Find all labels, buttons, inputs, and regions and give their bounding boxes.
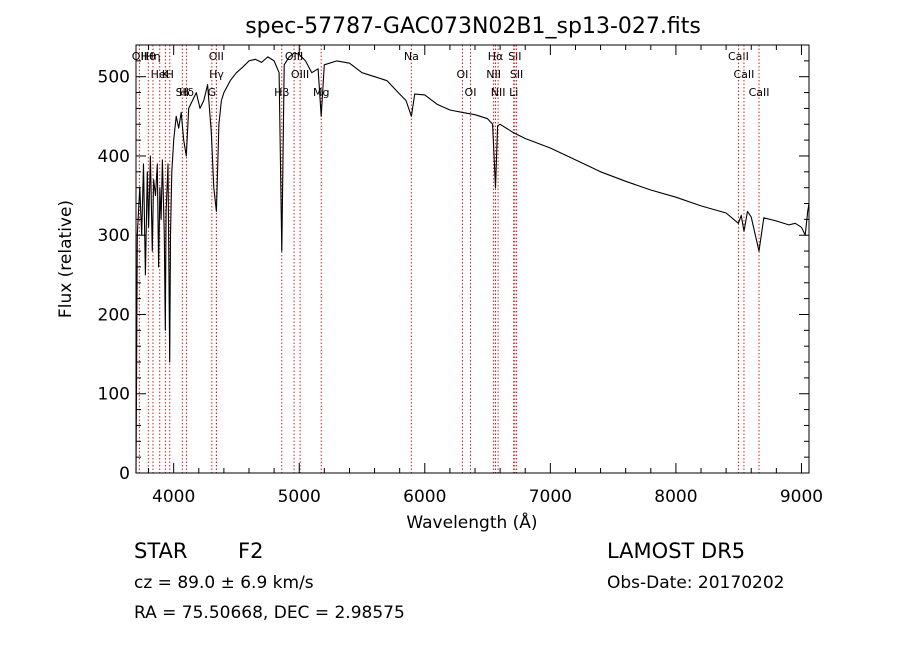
line-marker-label: HeI bbox=[151, 68, 169, 81]
obs-date: Obs-Date: 20170202 bbox=[607, 573, 785, 593]
plot-frame bbox=[135, 44, 810, 474]
survey-name: LAMOST DR5 bbox=[607, 539, 746, 563]
line-marker-label: SII bbox=[510, 68, 523, 81]
y-tick-label: 300 bbox=[98, 226, 130, 246]
y-tick-label: 0 bbox=[119, 464, 130, 484]
line-marker-label: H bbox=[166, 68, 174, 81]
line-marker-label: OIII bbox=[285, 50, 303, 63]
line-marker-label: OIII bbox=[291, 68, 309, 81]
x-axis-label: Wavelength (Å) bbox=[406, 511, 537, 533]
x-tick-label: 4000 bbox=[152, 487, 195, 507]
line-marker-label: Na bbox=[404, 50, 419, 63]
line-marker-label: Hη bbox=[145, 50, 160, 63]
line-marker-label: G bbox=[208, 86, 217, 99]
spectrum-line bbox=[135, 52, 810, 474]
redshift-text: cz = 89.0 ± 6.9 km/s bbox=[134, 573, 314, 593]
line-marker-label: SII bbox=[176, 86, 189, 99]
x-axis: 4000 5000 6000 7000 8000 9000 bbox=[148, 45, 823, 507]
line-marker-label: Hδ bbox=[179, 86, 194, 99]
x-tick-label: 5000 bbox=[278, 487, 321, 507]
line-marker-label: Hγ bbox=[209, 68, 224, 81]
y-tick-label: 100 bbox=[98, 385, 130, 405]
object-class: STAR bbox=[134, 539, 188, 563]
line-marker-label: Hθ bbox=[141, 50, 156, 63]
line-marker-label: OI bbox=[457, 68, 469, 81]
x-tick-label: 8000 bbox=[654, 487, 697, 507]
line-marker-label: Li bbox=[509, 86, 518, 99]
coordinates-text: RA = 75.50668, DEC = 2.98575 bbox=[134, 603, 405, 623]
y-tick-label: 400 bbox=[98, 147, 130, 167]
line-marker-label: SII bbox=[508, 50, 521, 63]
line-marker-label: NII bbox=[486, 68, 501, 81]
y-tick-label: 500 bbox=[98, 68, 130, 88]
x-tick-label: 7000 bbox=[529, 487, 572, 507]
chart-title: spec-57787-GAC073N02B1_sp13-027.fits bbox=[245, 14, 701, 39]
y-axis-label: Flux (relative) bbox=[56, 200, 76, 318]
line-marker-label: CaII bbox=[749, 86, 770, 99]
line-marker-label: Hβ bbox=[274, 86, 289, 99]
line-marker-label: CaII bbox=[733, 68, 754, 81]
line-marker-label: Mg bbox=[313, 86, 329, 99]
y-tick-label: 200 bbox=[98, 305, 130, 325]
line-marker-label: CaII bbox=[728, 50, 749, 63]
line-markers: HθKHδOIIHeISIIOIIHγGHηHHβOIIIOIIIMgNaOIO… bbox=[132, 45, 770, 473]
y-axis: 0 100 200 300 400 500 bbox=[98, 44, 809, 484]
object-subclass: F2 bbox=[238, 539, 264, 563]
x-tick-label: 6000 bbox=[403, 487, 446, 507]
line-marker-label: Hα bbox=[488, 50, 504, 63]
line-marker-label: OI bbox=[465, 86, 477, 99]
x-tick-label: 9000 bbox=[780, 487, 823, 507]
line-marker-label: NII bbox=[491, 86, 506, 99]
line-marker-label: K bbox=[162, 68, 170, 81]
spectrum-series bbox=[135, 52, 810, 474]
